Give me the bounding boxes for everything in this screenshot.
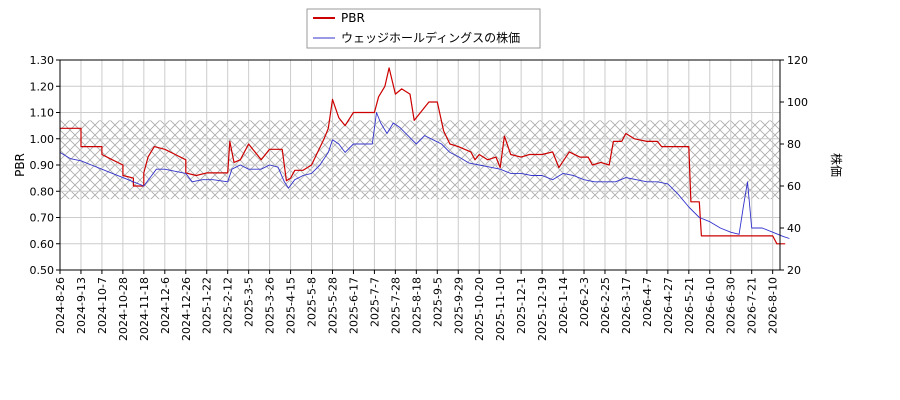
pbr-series-line [60,67,786,245]
legend: PBR ウェッジホールディングスの株価 [306,8,541,49]
x-tick-label: 2025-3-26 [264,277,277,334]
x-tick-label: 2025-5-8 [306,277,319,327]
band-area [60,120,780,200]
x-tick-label: 2026-8-10 [767,277,780,334]
x-tick-label: 2025-5-28 [326,277,339,334]
legend-label: PBR [341,11,365,25]
x-tick-label: 2025-6-17 [347,277,360,334]
x-tick-label: 2024-8-26 [54,277,67,334]
x-tick-label: 2026-2-25 [599,277,612,334]
x-tick-label: 2026-4-27 [662,277,675,334]
x-tick-label: 2025-10-20 [473,277,486,341]
x-tick-label: 2026-5-21 [683,277,696,334]
y-left-tick-label: 0.60 [30,238,55,251]
y-right-tick-label: 100 [787,96,808,109]
series [59,67,790,245]
x-ticks: 2024-8-26 2024-9-13 2024-10-7 2024-10-28 202… [54,270,780,341]
hatched-band [60,120,780,200]
y-left-tick-label: 0.50 [30,264,55,277]
x-tick-label: 2024-10-7 [96,277,109,334]
x-tick-label: 2026-3-17 [620,277,633,334]
y-right-axis-label: 株価 [829,153,844,177]
x-tick-label: 2025-9-5 [431,277,444,327]
y-right-tick-label: 80 [787,138,801,151]
x-tick-label: 2024-12-6 [159,277,172,334]
x-tick-label: 2024-10-28 [117,277,130,341]
y-left-tick-label: 1.30 [30,54,55,67]
x-tick-label: 2025-3-5 [243,277,256,327]
y-left-tick-label: 0.70 [30,212,55,225]
y-left-tick-label: 1.10 [30,107,55,120]
y-left-ticks: 0.50 0.60 0.70 0.80 0.90 1.00 1.10 1.20 1.30 [30,54,60,277]
x-tick-label: 2025-4-15 [285,277,298,334]
price-series-line [59,112,790,239]
x-tick-label: 2025-7-7 [368,277,381,327]
y-right-tick-label: 60 [787,180,801,193]
x-tick-label: 2025-9-29 [452,277,465,334]
y-left-tick-label: 1.00 [30,133,55,146]
x-tick-label: 2026-1-14 [557,277,570,334]
y-right-tick-label: 120 [787,54,808,67]
x-tick-label: 2025-11-10 [494,277,507,341]
y-left-tick-label: 0.80 [30,185,55,198]
y-left-axis-label: PBR [13,153,27,177]
x-tick-label: 2025-12-1 [515,277,528,334]
x-tick-label: 2024-12-26 [180,277,193,341]
grid [59,59,780,271]
x-tick-label: 2026-7-21 [746,277,759,334]
y-right-tick-label: 20 [787,264,801,277]
x-tick-label: 2026-6-30 [725,277,738,334]
legend-box [306,8,541,49]
y-left-tick-label: 0.90 [30,159,55,172]
y-right-ticks: 20 40 60 80 100 120 [780,54,808,277]
x-tick-label: 2025-12-19 [536,277,549,341]
x-tick-label: 2026-6-10 [704,277,717,334]
x-tick-label: 2025-8-18 [410,277,423,334]
x-tick-label: 2025-7-28 [389,277,402,334]
x-tick-label: 2025-2-12 [222,277,235,334]
x-tick-label: 2026-4-7 [641,277,654,327]
x-tick-label: 2025-1-22 [201,277,214,334]
x-tick-label: 2024-11-18 [138,277,151,341]
x-tick-label: 2026-2-3 [578,277,591,327]
y-right-tick-label: 40 [787,222,801,235]
y-left-tick-label: 1.20 [30,80,55,93]
x-tick-label: 2024-9-13 [75,277,88,334]
legend-label: ウェッジホールディングスの株価 [341,30,520,45]
